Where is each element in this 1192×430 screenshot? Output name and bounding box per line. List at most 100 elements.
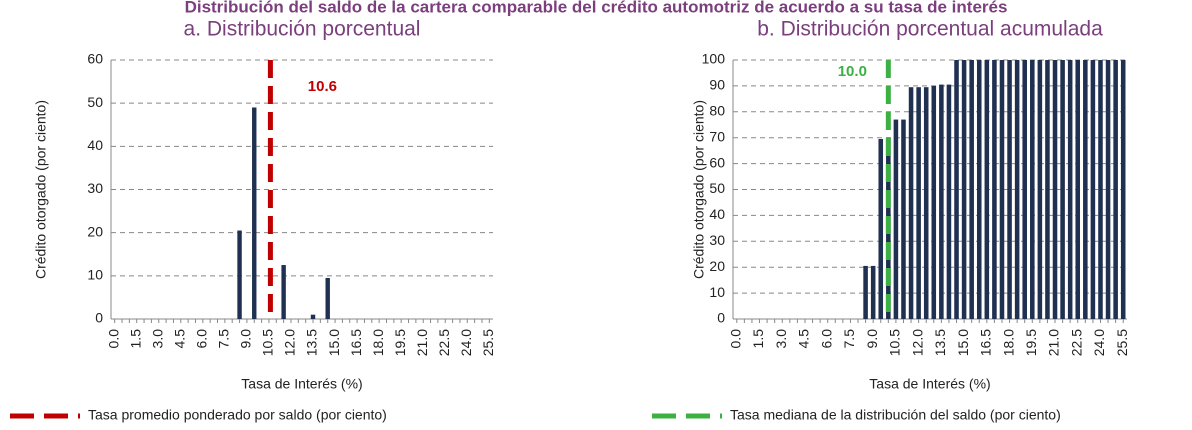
y-tick-label: 0 xyxy=(717,310,725,326)
bar xyxy=(1060,60,1065,319)
x-tick-label: 24.0 xyxy=(1091,329,1107,356)
y-axis-label: Crédito otorgado (por ciento) xyxy=(33,100,49,279)
legend-label: Tasa promedio ponderado por saldo (por c… xyxy=(88,407,387,423)
bar xyxy=(1098,60,1103,319)
y-tick-label: 60 xyxy=(87,51,103,67)
x-tick-label: 12.0 xyxy=(282,329,298,356)
bar xyxy=(1120,60,1126,319)
reference-label: 10.6 xyxy=(308,78,337,95)
x-tick-label: 21.0 xyxy=(1046,329,1062,356)
bar xyxy=(916,87,921,319)
bar xyxy=(969,60,974,319)
x-tick-label: 13.5 xyxy=(932,329,948,356)
bar xyxy=(1045,60,1050,319)
x-tick-label: 16.5 xyxy=(978,329,994,356)
bar xyxy=(1083,60,1088,319)
y-tick-label: 20 xyxy=(709,258,725,274)
x-tick-label: 7.5 xyxy=(216,329,232,349)
x-tick-label: 6.0 xyxy=(194,329,210,349)
bar xyxy=(939,84,944,319)
x-tick-label: 0.0 xyxy=(105,329,121,349)
bar xyxy=(1075,60,1081,319)
bar xyxy=(310,314,316,319)
x-tick-label: 3.0 xyxy=(149,329,165,349)
bar xyxy=(984,60,990,319)
x-tick-label: 6.0 xyxy=(818,329,834,349)
x-tick-label: 16.5 xyxy=(348,329,364,356)
legend-label: Tasa mediana de la distribución del sald… xyxy=(730,407,1061,423)
y-tick-label: 40 xyxy=(87,137,103,153)
bar xyxy=(863,265,868,319)
y-tick-label: 20 xyxy=(87,223,103,239)
y-axis-label: Crédito otorgado (por ciento) xyxy=(691,100,707,279)
y-tick-label: 10 xyxy=(87,267,103,283)
y-tick-label: 0 xyxy=(95,310,103,326)
page-title: Distribución del saldo de la cartera com… xyxy=(185,0,1008,16)
bar xyxy=(325,277,330,319)
x-tick-label: 25.5 xyxy=(480,329,496,356)
x-tick-label: 4.5 xyxy=(171,329,187,349)
bar xyxy=(1022,60,1027,319)
x-tick-label: 22.5 xyxy=(1068,329,1084,356)
bar xyxy=(1090,60,1096,319)
x-tick-label: 15.0 xyxy=(955,329,971,356)
x-tick-label: 24.0 xyxy=(458,329,474,356)
bar xyxy=(954,60,959,319)
y-tick-label: 100 xyxy=(702,51,726,67)
bar xyxy=(923,87,929,319)
x-tick-label: 15.0 xyxy=(326,329,342,356)
bar xyxy=(870,265,876,319)
x-tick-label: 10.5 xyxy=(260,329,276,356)
x-tick-label: 13.5 xyxy=(304,329,320,356)
subtitle: a. Distribución porcentual xyxy=(184,18,421,41)
bar xyxy=(908,87,914,319)
x-tick-label: 1.5 xyxy=(127,329,143,349)
y-tick-label: 60 xyxy=(709,154,725,170)
x-tick-label: 9.0 xyxy=(238,329,254,349)
x-tick-label: 25.5 xyxy=(1114,329,1130,356)
y-tick-label: 30 xyxy=(709,232,725,248)
bar xyxy=(252,107,257,319)
bar xyxy=(961,60,967,319)
x-tick-label: 9.0 xyxy=(864,329,880,349)
y-tick-label: 70 xyxy=(709,128,725,144)
bar xyxy=(1105,60,1111,319)
x-tick-label: 0.0 xyxy=(727,329,743,349)
bar xyxy=(1037,60,1043,319)
y-tick-label: 30 xyxy=(87,180,103,196)
bar xyxy=(878,138,884,319)
bar xyxy=(999,60,1005,319)
x-tick-label: 1.5 xyxy=(750,329,766,349)
x-tick-label: 18.0 xyxy=(370,329,386,356)
bar xyxy=(1007,60,1012,319)
x-tick-label: 21.0 xyxy=(414,329,430,356)
bar xyxy=(931,85,937,320)
x-tick-label: 7.5 xyxy=(841,329,857,349)
x-tick-label: 3.0 xyxy=(773,329,789,349)
bar xyxy=(976,60,982,319)
x-tick-label: 10.5 xyxy=(887,329,903,356)
x-tick-label: 18.0 xyxy=(1000,329,1016,356)
y-tick-label: 40 xyxy=(709,206,725,222)
y-tick-label: 10 xyxy=(709,284,725,300)
subtitle: b. Distribución porcentual acumulada xyxy=(757,18,1103,41)
y-tick-label: 80 xyxy=(709,103,725,119)
bar xyxy=(1030,60,1035,319)
x-tick-label: 19.5 xyxy=(1023,329,1039,356)
bar xyxy=(946,84,952,319)
x-axis-label: Tasa de Interés (%) xyxy=(241,376,362,392)
bar xyxy=(237,230,242,319)
bar xyxy=(893,119,899,319)
bar xyxy=(281,265,286,319)
x-axis-label: Tasa de Interés (%) xyxy=(869,376,990,392)
y-tick-label: 50 xyxy=(87,94,103,110)
reference-label: 10.0 xyxy=(838,63,867,80)
x-tick-label: 4.5 xyxy=(796,329,812,349)
bar xyxy=(992,60,997,319)
x-tick-label: 12.0 xyxy=(909,329,925,356)
x-tick-label: 22.5 xyxy=(436,329,452,356)
bar xyxy=(1067,60,1073,319)
bar xyxy=(1113,60,1118,319)
bar xyxy=(1052,60,1058,319)
